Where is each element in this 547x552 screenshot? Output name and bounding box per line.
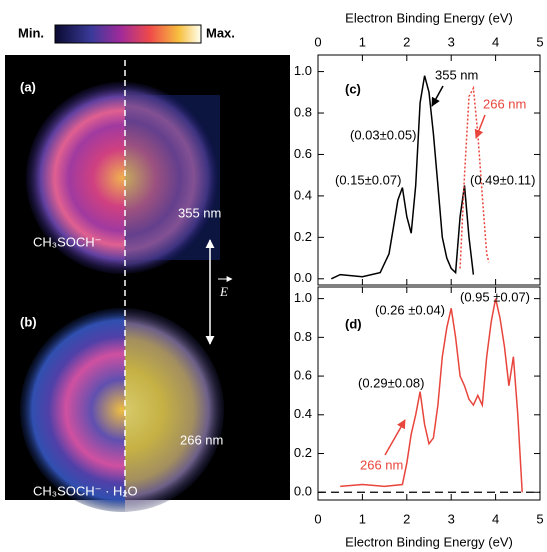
y-tick-label: 1.0 xyxy=(294,290,312,305)
annotation-arrow xyxy=(384,419,406,456)
x-axis-label: Electron Binding Energy (eV) xyxy=(345,10,513,25)
annotation: (0.29±0.08) xyxy=(358,375,424,390)
data-line xyxy=(459,85,490,269)
y-tick-label: 0.6 xyxy=(294,146,312,161)
wavelength-label: 355 nm xyxy=(178,205,221,220)
annotation: (d) xyxy=(345,316,362,331)
y-tick-label: 0.8 xyxy=(294,329,312,344)
colorbar-min: Min. xyxy=(18,25,44,40)
image-a-right xyxy=(125,82,218,274)
annotation: 266 nm xyxy=(483,96,526,111)
species-label: CH₃SOCH⁻ · H₂O xyxy=(33,483,138,498)
x-tick-label: 0 xyxy=(314,511,321,526)
annotation: 266 nm xyxy=(360,457,403,472)
x-axis-label: Electron Binding Energy (eV) xyxy=(345,534,513,549)
y-tick-label: 0.4 xyxy=(294,406,312,421)
annotation: (0.03±0.05) xyxy=(350,127,416,142)
x-tick-label: 2 xyxy=(403,34,410,49)
x-tick-label: 1 xyxy=(359,511,366,526)
image-b-left xyxy=(20,308,125,512)
image-a-left xyxy=(26,82,125,274)
annotation: (0.95 ±0.07) xyxy=(460,289,530,304)
annotation-arrow xyxy=(431,85,444,107)
wavelength-label: 266 nm xyxy=(180,432,223,447)
annotation: (0.15±0.07) xyxy=(335,172,401,187)
annotation-arrow xyxy=(474,114,486,139)
panel-label: (b) xyxy=(20,314,37,329)
y-tick-label: 0.4 xyxy=(294,187,312,202)
panel-label: (a) xyxy=(20,79,36,94)
y-tick-label: 0.0 xyxy=(294,484,312,499)
species-label: CH₃SOCH⁻ xyxy=(33,234,102,249)
colorbar-max: Max. xyxy=(206,25,235,40)
x-tick-label: 0 xyxy=(314,34,321,49)
colorbar xyxy=(54,24,202,44)
annotation: (0.26 ±0.04) xyxy=(375,302,445,317)
image-b-right xyxy=(125,308,224,512)
data-line xyxy=(340,298,523,493)
y-tick-label: 0.8 xyxy=(294,104,312,119)
y-tick-label: 0.2 xyxy=(294,229,312,244)
x-tick-label: 5 xyxy=(536,34,543,49)
y-tick-label: 1.0 xyxy=(294,63,312,78)
x-tick-label: 4 xyxy=(492,34,499,49)
plot-frame xyxy=(317,286,541,501)
field-label: E xyxy=(219,284,228,299)
y-tick-label: 0.6 xyxy=(294,368,312,383)
y-tick-label: 0.0 xyxy=(294,270,312,285)
annotation: (0.49±0.11) xyxy=(470,172,535,187)
x-tick-label: 3 xyxy=(448,511,455,526)
x-tick-label: 2 xyxy=(403,511,410,526)
y-axis-label: Relative Intensity xyxy=(261,230,276,329)
plot-frame xyxy=(317,54,541,286)
x-tick-label: 5 xyxy=(536,511,543,526)
annotation: 355 nm xyxy=(435,67,478,82)
y-tick-label: 0.2 xyxy=(294,445,312,460)
x-tick-label: 1 xyxy=(359,34,366,49)
x-tick-label: 4 xyxy=(492,511,499,526)
x-tick-label: 3 xyxy=(448,34,455,49)
annotation: (c) xyxy=(345,81,361,96)
data-line xyxy=(330,75,475,280)
